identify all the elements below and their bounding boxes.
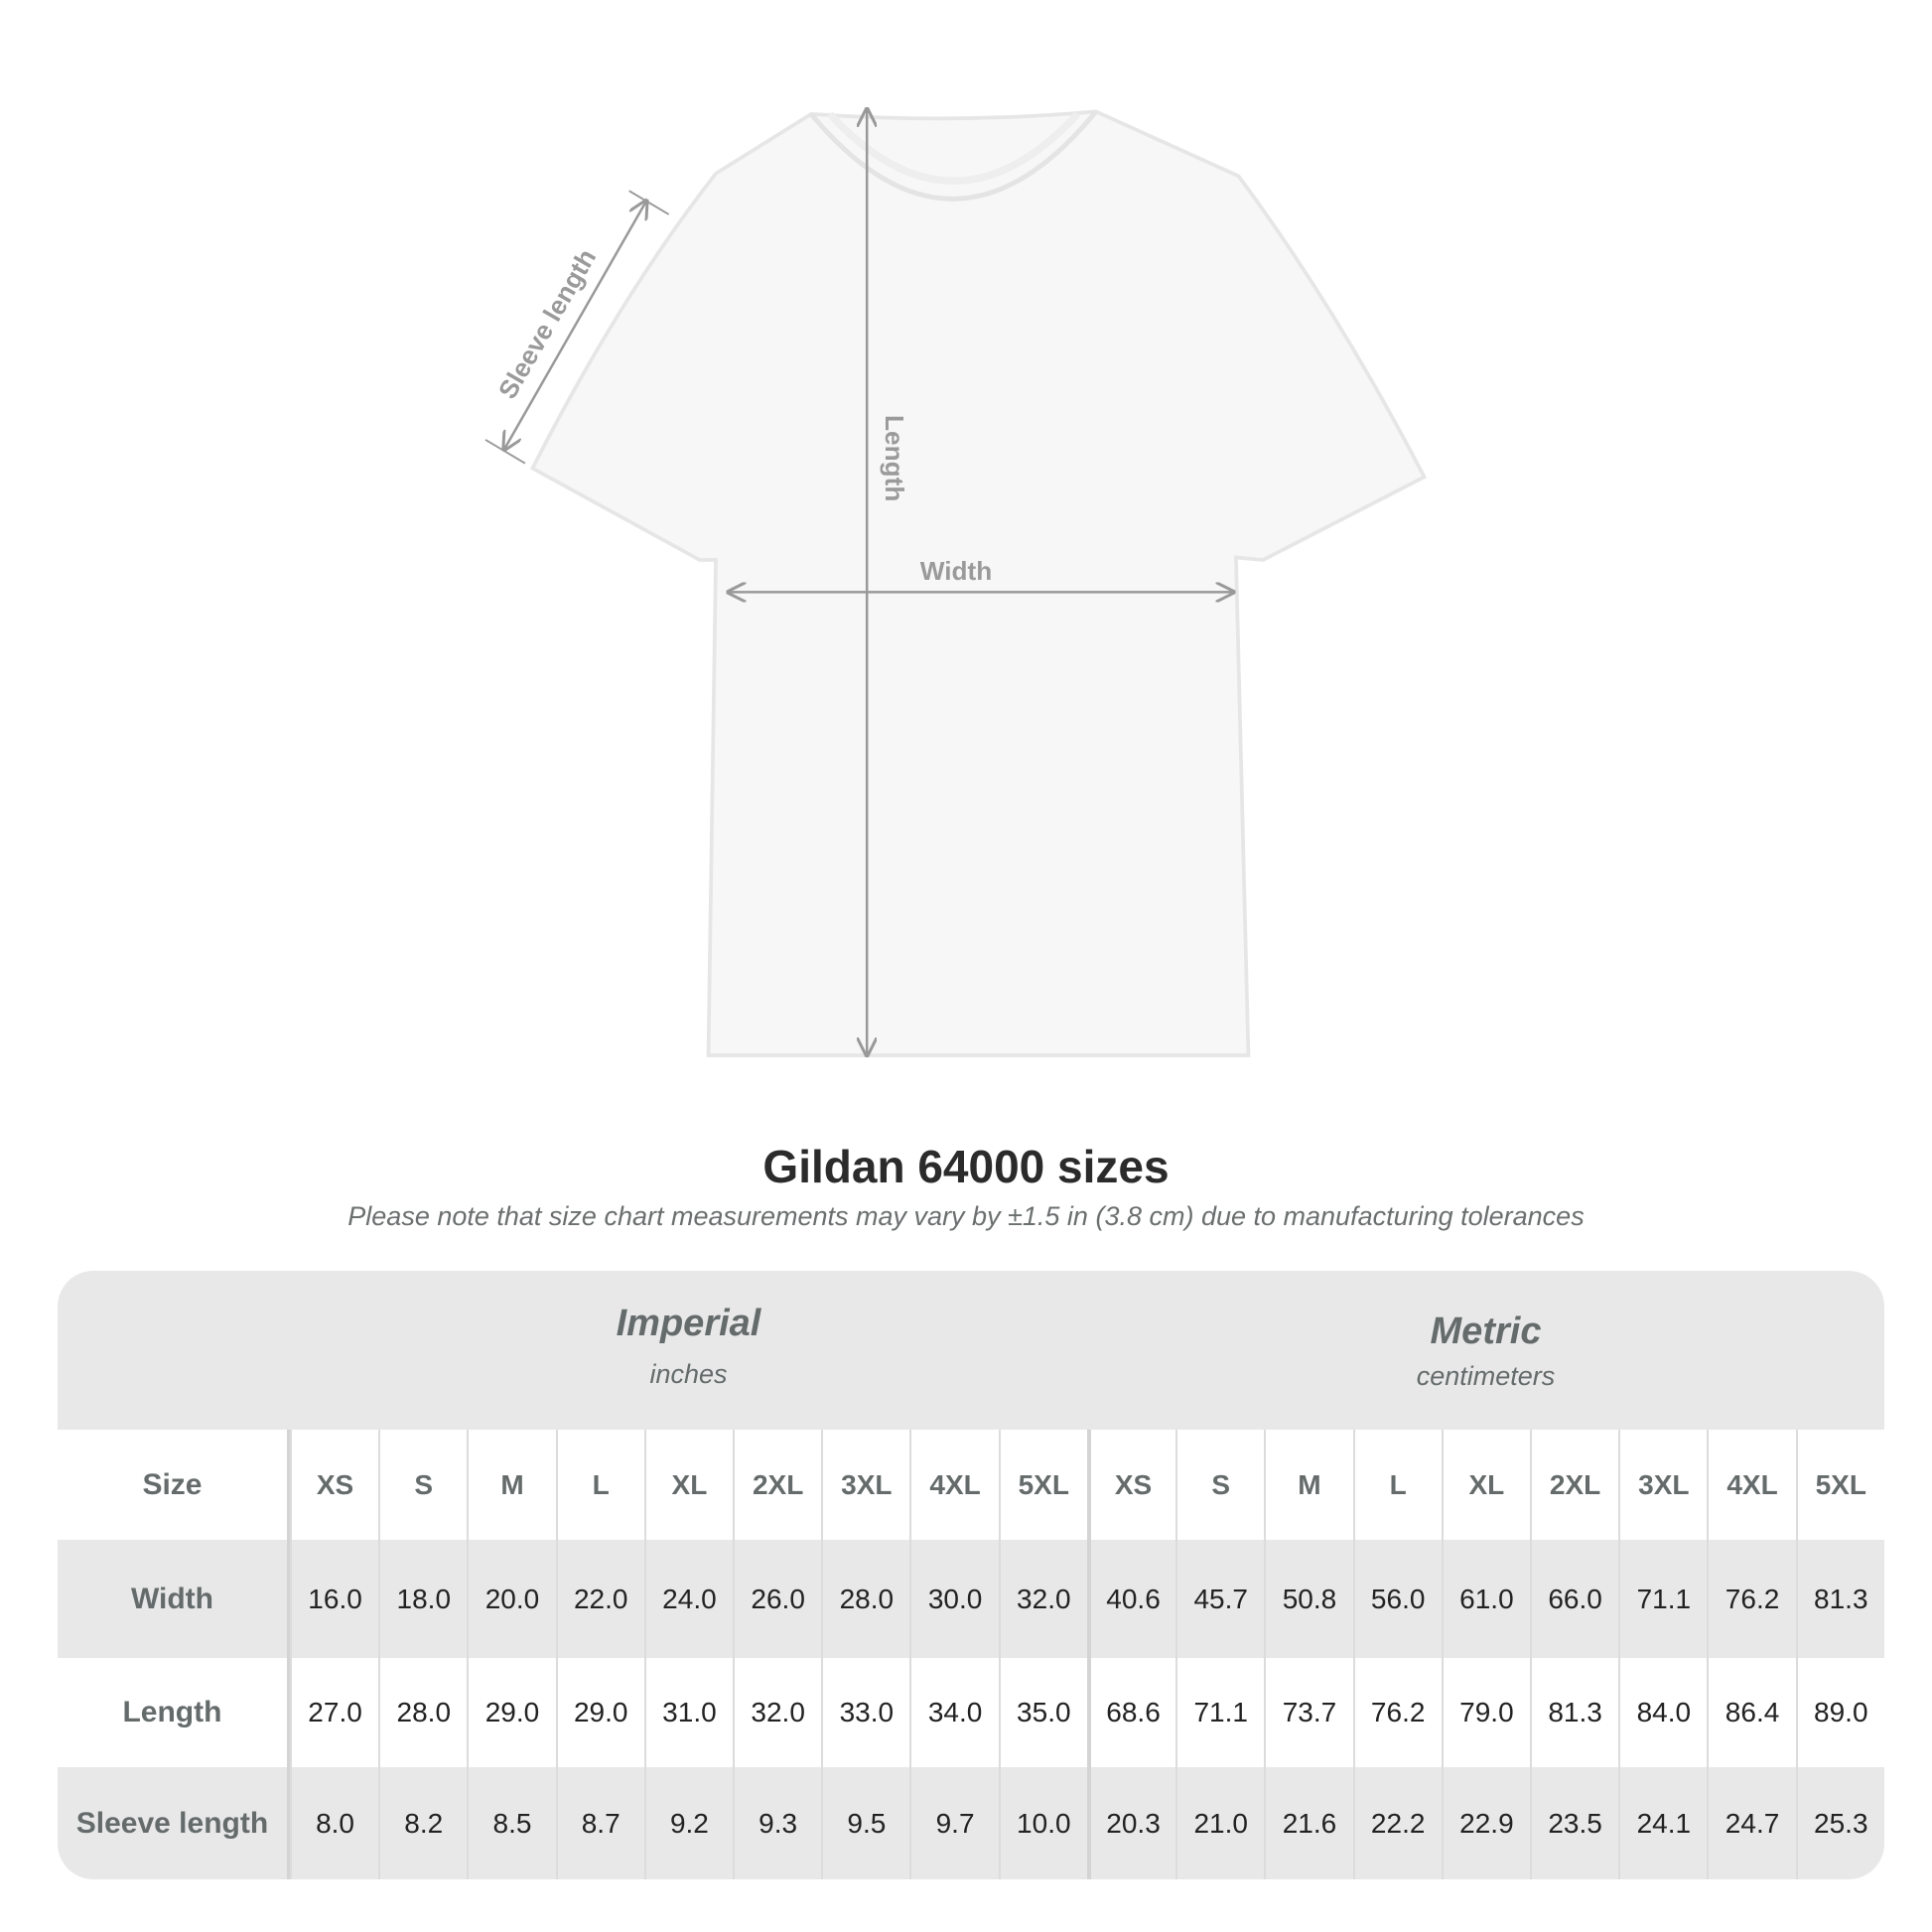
size-column-header: S [1175, 1430, 1264, 1540]
imperial-value-cell: 30.0 [909, 1540, 998, 1658]
row-label: Width [58, 1540, 290, 1658]
size-column-header: XS [289, 1430, 378, 1540]
imperial-header: Imperial inches [290, 1271, 1087, 1461]
imperial-value-cell: 32.0 [998, 1540, 1087, 1658]
imperial-value-cell: 8.7 [555, 1767, 644, 1879]
size-column-header: XL [1441, 1430, 1530, 1540]
size-column-header: 2XL [733, 1430, 821, 1540]
metric-value-cell: 71.1 [1618, 1540, 1707, 1658]
imperial-value-cell: 8.5 [467, 1767, 555, 1879]
metric-value-cell: 79.0 [1441, 1658, 1530, 1767]
imperial-value-cell: 29.0 [555, 1658, 644, 1767]
metric-value-cell: 84.0 [1618, 1658, 1707, 1767]
size-column-header: 5XL [998, 1430, 1087, 1540]
metric-value-cell: 50.8 [1264, 1540, 1352, 1658]
imperial-value-cell: 24.0 [643, 1540, 733, 1658]
size-column-header: 3XL [1618, 1430, 1707, 1540]
width-label: Width [920, 556, 992, 586]
imperial-value-cell: 18.0 [378, 1540, 467, 1658]
metric-value-cell: 21.6 [1264, 1767, 1352, 1879]
size-column-header: M [467, 1430, 555, 1540]
imperial-value-cell: 34.0 [909, 1658, 998, 1767]
table-row: Length 27.0 28.0 29.0 29.0 31.0 32.0 33.0 34.0 35… [58, 1658, 1884, 1767]
size-column-header: L [555, 1430, 644, 1540]
table-row: Width 16.0 18.0 20.0 22.0 24.0 26.0 28.0 30.0 32.… [58, 1540, 1884, 1658]
metric-value-cell: 73.7 [1264, 1658, 1352, 1767]
metric-unit: centimeters [1416, 1361, 1556, 1391]
tolerance-note: Please note that size chart measurements… [347, 1201, 1585, 1231]
size-label: Size [58, 1430, 290, 1540]
imperial-value-cell: 35.0 [998, 1658, 1087, 1767]
size-column-header: S [378, 1430, 467, 1540]
metric-value-cell: 24.1 [1618, 1767, 1707, 1879]
metric-header: Metric centimeters [1087, 1271, 1884, 1469]
metric-value-cell: 71.1 [1175, 1658, 1264, 1767]
size-column-header: 4XL [909, 1430, 998, 1540]
metric-title: Metric [1430, 1311, 1542, 1352]
table-row: Sleeve length 8.0 8.2 8.5 8.7 9.2 9.3 9.5 9.7 10.… [58, 1767, 1884, 1879]
size-table: Imperial inches Metric centimeters Size X… [58, 1271, 1884, 1879]
length-label: Length [880, 415, 909, 501]
row-label: Length [58, 1658, 290, 1767]
tshirt-collar [809, 109, 1098, 202]
row-label: Sleeve length [58, 1767, 290, 1879]
metric-value-cell: 81.3 [1530, 1658, 1618, 1767]
imperial-value-cell: 9.5 [821, 1767, 909, 1879]
size-column-header: L [1352, 1430, 1442, 1540]
metric-value-cell: 76.2 [1707, 1540, 1795, 1658]
metric-value-cell: 81.3 [1795, 1540, 1884, 1658]
metric-value-cell: 45.7 [1175, 1540, 1264, 1658]
imperial-value-cell: 28.0 [378, 1658, 467, 1767]
imperial-value-cell: 16.0 [289, 1540, 378, 1658]
size-column-header: 4XL [1707, 1430, 1795, 1540]
imperial-value-cell: 9.3 [733, 1767, 821, 1879]
metric-value-cell: 21.0 [1175, 1767, 1264, 1879]
metric-value-cell: 40.6 [1086, 1540, 1175, 1658]
page-title: Gildan 64000 sizes [762, 1141, 1170, 1192]
imperial-value-cell: 32.0 [733, 1658, 821, 1767]
size-column-header: M [1264, 1430, 1352, 1540]
imperial-value-cell: 9.7 [909, 1767, 998, 1879]
imperial-value-cell: 27.0 [289, 1658, 378, 1767]
imperial-value-cell: 8.2 [378, 1767, 467, 1879]
imperial-value-cell: 29.0 [467, 1658, 555, 1767]
imperial-value-cell: 22.0 [555, 1540, 644, 1658]
imperial-value-cell: 20.0 [467, 1540, 555, 1658]
metric-value-cell: 23.5 [1530, 1767, 1618, 1879]
imperial-value-cell: 9.2 [643, 1767, 733, 1879]
metric-value-cell: 76.2 [1352, 1658, 1442, 1767]
metric-value-cell: 66.0 [1530, 1540, 1618, 1658]
metric-value-cell: 20.3 [1086, 1767, 1175, 1879]
imperial-unit: inches [649, 1359, 728, 1389]
metric-value-cell: 22.2 [1352, 1767, 1442, 1879]
size-column-header: 3XL [821, 1430, 909, 1540]
size-column-header: 2XL [1530, 1430, 1618, 1540]
imperial-value-cell: 26.0 [733, 1540, 821, 1658]
size-column-header: XL [643, 1430, 733, 1540]
imperial-title: Imperial [616, 1303, 761, 1344]
size-column-header: XS [1086, 1430, 1175, 1540]
metric-value-cell: 61.0 [1441, 1540, 1530, 1658]
sleeve-arrow [504, 201, 646, 450]
metric-value-cell: 56.0 [1352, 1540, 1442, 1658]
metric-value-cell: 25.3 [1795, 1767, 1884, 1879]
imperial-value-cell: 28.0 [821, 1540, 909, 1658]
metric-value-cell: 89.0 [1795, 1658, 1884, 1767]
tshirt-measurement-diagram: Sleeve length Length Width [484, 0, 1428, 1090]
imperial-value-cell: 8.0 [289, 1767, 378, 1879]
metric-value-cell: 68.6 [1086, 1658, 1175, 1767]
imperial-value-cell: 10.0 [998, 1767, 1087, 1879]
size-header-row: Size XS S M L XL 2XL 3XL 4XL 5XL XS S M L XL 2XL 3XL 4XL 5… [58, 1430, 1884, 1540]
imperial-value-cell: 33.0 [821, 1658, 909, 1767]
metric-value-cell: 24.7 [1707, 1767, 1795, 1879]
metric-value-cell: 86.4 [1707, 1658, 1795, 1767]
imperial-value-cell: 31.0 [643, 1658, 733, 1767]
size-column-header: 5XL [1795, 1430, 1884, 1540]
metric-value-cell: 22.9 [1441, 1767, 1530, 1879]
